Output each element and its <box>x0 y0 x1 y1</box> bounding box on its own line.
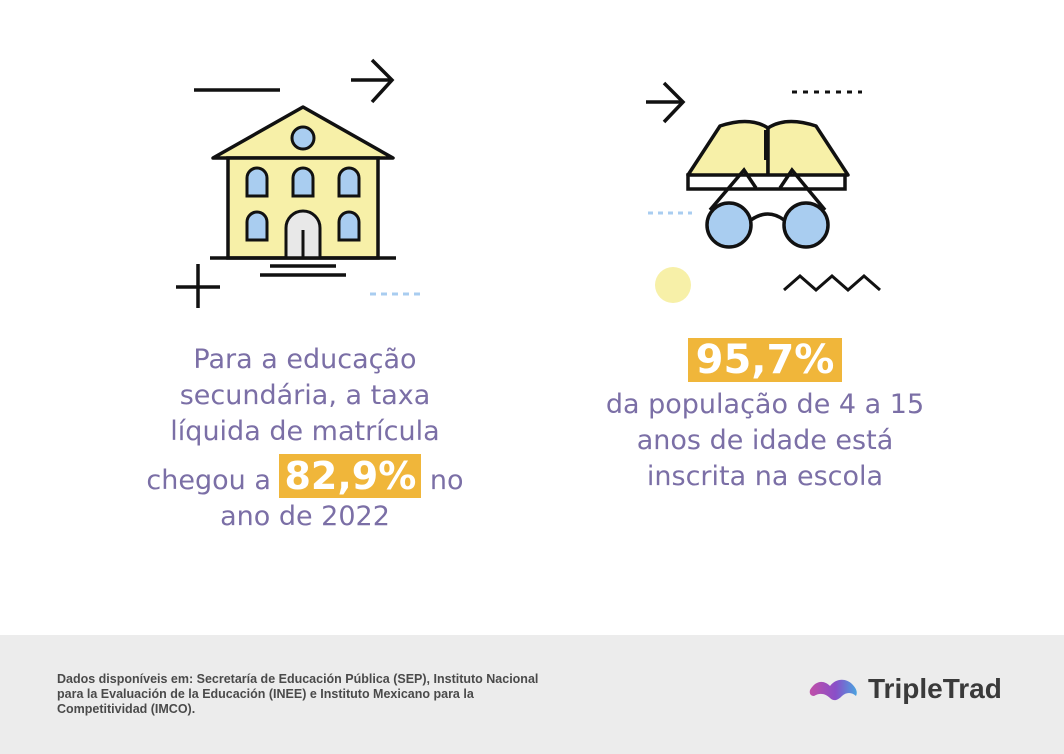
school-building-illustration <box>170 50 430 314</box>
tripletrad-logo-icon <box>809 679 857 701</box>
right-stat-highlight: 95,7% <box>687 338 843 382</box>
right-stat-highlight-line: 95,7% <box>560 338 970 383</box>
right-stat-line-2: anos de idade está <box>636 425 894 456</box>
left-stat-highlight: 82,9% <box>279 454 422 498</box>
left-stat-line-5: ano de 2022 <box>220 501 390 532</box>
arrow-right-icon <box>646 81 686 124</box>
left-stat-before: chegou a <box>146 465 271 496</box>
right-stat-text: 95,7% da população de 4 a 15 anos de ida… <box>560 338 970 495</box>
left-stat-text: Para a educação secundária, a taxa líqui… <box>140 342 470 535</box>
left-stat-line-4: chegou a 82,9% no <box>140 454 470 499</box>
source-text: Dados disponíveis em: Secretaría de Educ… <box>57 672 539 716</box>
brand-logo: TripleTrad <box>808 673 1002 705</box>
right-stat-line-3: inscrita na escola <box>646 461 884 492</box>
right-stat-line-1: da população de 4 a 15 <box>605 389 925 420</box>
school-building-icon <box>176 58 420 308</box>
left-stat-line-2: secundária, a taxa <box>179 380 431 411</box>
left-stat-line-1: Para a educação <box>193 344 417 375</box>
left-stat-after: no <box>429 465 464 496</box>
arrow-right-icon <box>351 58 395 104</box>
left-stat-line-3: líquida de matrícula <box>170 416 440 447</box>
book-glasses-icon <box>646 81 881 303</box>
book-glasses-illustration <box>640 70 900 314</box>
plus-icon <box>176 264 220 308</box>
footer: Dados disponíveis em: Secretaría de Educ… <box>0 635 1064 754</box>
brand-name: TripleTrad <box>868 673 1002 704</box>
